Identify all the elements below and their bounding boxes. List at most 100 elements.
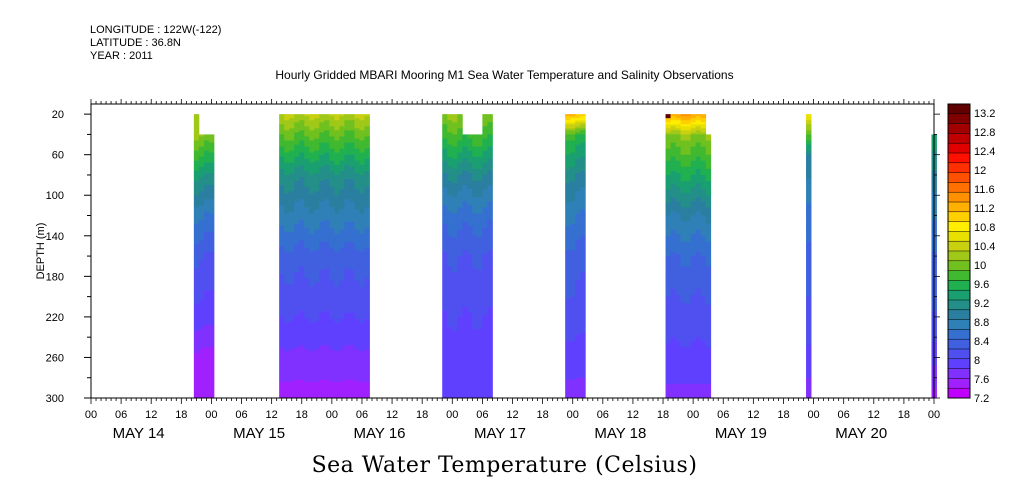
heatmap-cell (203, 365, 210, 368)
heatmap-cell (309, 266, 315, 269)
heatmap-cell (349, 221, 355, 225)
heatmap-cell (457, 221, 463, 225)
heatmap-cell (354, 201, 360, 204)
heatmap-cell (324, 166, 330, 170)
heatmap-cell (329, 264, 335, 267)
heatmap-cell (314, 187, 320, 190)
heatmap-cell (334, 195, 340, 198)
heatmap-cell (487, 393, 493, 397)
heatmap-cell (319, 148, 325, 152)
heatmap-cell (575, 325, 581, 328)
heatmap-cell (487, 351, 493, 354)
heatmap-cell (324, 304, 330, 308)
heatmap-cell (354, 254, 360, 257)
heatmap-cell (304, 205, 310, 208)
heatmap-cell (457, 393, 463, 397)
heatmap-cell (462, 389, 468, 393)
heatmap-cell (359, 219, 365, 222)
heatmap-cell (193, 351, 200, 354)
heatmap-cell (467, 187, 473, 190)
heatmap-cell (279, 314, 285, 318)
heatmap-cell (289, 243, 295, 247)
heatmap-cell (457, 213, 463, 216)
heatmap-cell (208, 381, 215, 385)
heatmap-cell (447, 258, 453, 261)
heatmap-cell (467, 176, 473, 180)
heatmap-cell (208, 201, 215, 204)
heatmap-cell (349, 187, 355, 190)
heatmap-cell (329, 371, 335, 375)
heatmap-cell (339, 213, 345, 216)
heatmap-cell (304, 215, 310, 218)
heatmap-cell (442, 134, 448, 137)
heatmap-cell (457, 300, 463, 304)
heatmap-cell (319, 375, 325, 379)
heatmap-cell (580, 327, 586, 330)
heatmap-cell (339, 304, 345, 308)
heatmap-cell (208, 134, 215, 137)
heatmap-cell (208, 331, 215, 334)
heatmap-cell (354, 205, 360, 208)
heatmap-cell (359, 237, 365, 241)
heatmap-cell (472, 181, 478, 184)
heatmap-cell (462, 187, 468, 190)
heatmap-cell (565, 231, 571, 235)
heatmap-cell (482, 302, 488, 306)
heatmap-cell (334, 176, 340, 180)
heatmap-cell (289, 241, 295, 245)
heatmap-cell (359, 217, 365, 220)
heatmap-cell (289, 343, 295, 346)
heatmap-cell (477, 395, 483, 399)
heatmap-cell (304, 391, 310, 395)
heatmap-cell (457, 284, 463, 287)
heatmap-cell (203, 174, 210, 178)
heatmap-cell (354, 343, 360, 346)
heatmap-cell (334, 288, 340, 291)
heatmap-cell (482, 227, 488, 231)
heatmap-cell (279, 365, 285, 368)
heatmap-cell (442, 179, 448, 182)
heatmap-cell (477, 286, 483, 289)
heatmap-cell (482, 120, 488, 123)
heatmap-cell (193, 213, 200, 216)
heatmap-cell (580, 221, 586, 225)
heatmap-cell (198, 256, 205, 259)
heatmap-cell (193, 325, 200, 328)
heatmap-cell (208, 272, 215, 275)
heatmap-cell (309, 183, 315, 186)
heatmap-cell (472, 335, 478, 338)
heatmap-cell (279, 237, 285, 241)
heatmap-cell (364, 365, 370, 368)
heatmap-cell (477, 245, 483, 249)
heatmap-cell (467, 154, 473, 158)
heatmap-cell (203, 211, 210, 214)
heatmap-cell (580, 367, 586, 371)
heatmap-cell (477, 225, 483, 229)
heatmap-cell (289, 185, 295, 188)
heatmap-cell (339, 148, 345, 152)
heatmap-cell (570, 124, 576, 127)
heatmap-cell (198, 389, 205, 393)
heatmap-cell (452, 304, 458, 308)
heatmap-cell (442, 199, 448, 202)
heatmap-cell (580, 375, 586, 379)
heatmap-cell (193, 300, 200, 304)
heatmap-cell (570, 375, 576, 379)
heatmap-cell (193, 395, 200, 399)
heatmap-cell (354, 272, 360, 275)
heatmap-cell (665, 118, 671, 121)
heatmap-cell (314, 241, 320, 245)
heatmap-cell (364, 197, 370, 200)
heatmap-cell (359, 377, 365, 381)
heatmap-cell (467, 197, 473, 200)
heatmap-cell (324, 172, 330, 176)
heatmap-cell (324, 114, 330, 117)
heatmap-cell (477, 172, 483, 176)
heatmap-cell (304, 343, 310, 346)
heatmap-cell (447, 176, 453, 180)
heatmap-cell (309, 130, 315, 133)
heatmap-cell (462, 140, 468, 143)
heatmap-cell (314, 278, 320, 281)
heatmap-cell (294, 225, 300, 229)
heatmap-cell (309, 247, 315, 251)
